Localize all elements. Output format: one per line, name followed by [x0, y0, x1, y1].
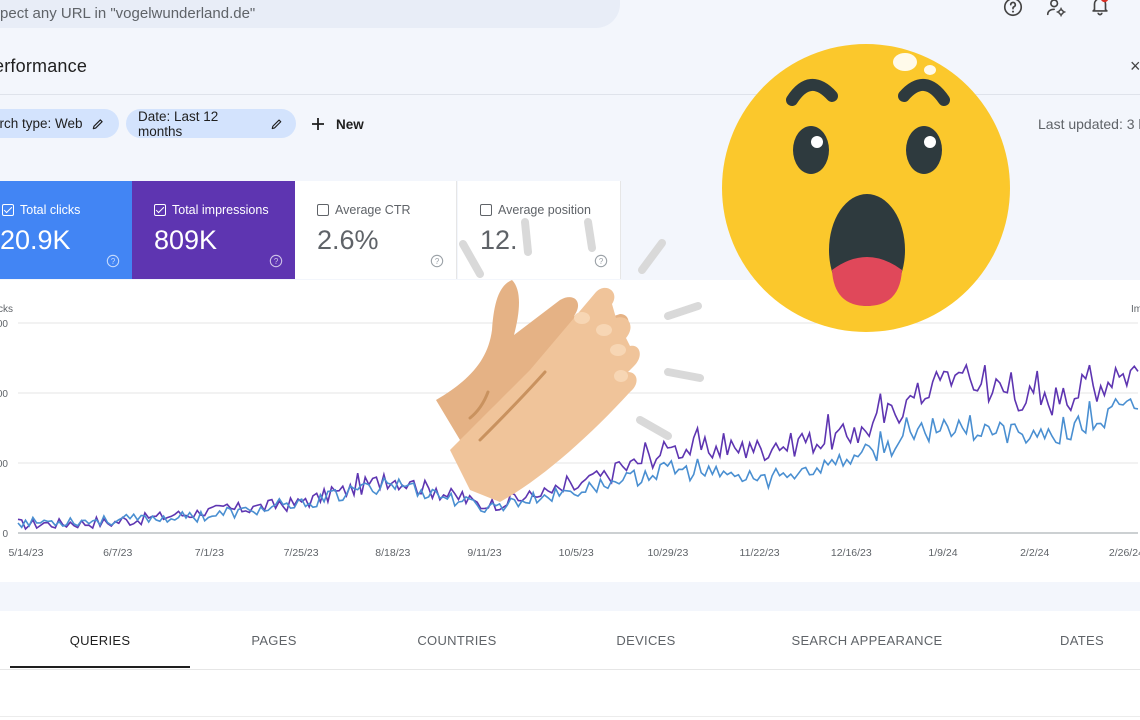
metric-value: 809K	[154, 225, 218, 255]
metric-label: Average position	[498, 203, 591, 217]
x-tick-label: 7/25/23	[284, 547, 319, 559]
tab-dates[interactable]: DATES	[1060, 633, 1104, 648]
page-title: erformance	[0, 56, 88, 76]
tab-countries[interactable]: COUNTRIES	[417, 633, 497, 648]
x-tick-label: 8/18/23	[375, 547, 410, 559]
last-updated-text: Last updated: 3 h	[1038, 116, 1140, 132]
top-bar: ‹ Inspect any URL in "vogelwunderland.de…	[0, 0, 1140, 40]
x-tick-label: 11/22/23	[740, 547, 780, 559]
help-circle-icon[interactable]: ?	[106, 254, 120, 268]
new-filter-label: New	[336, 116, 364, 132]
help-circle-icon[interactable]: ?	[430, 254, 444, 268]
help-circle-icon[interactable]	[1002, 0, 1024, 18]
new-filter-button[interactable]: New	[310, 113, 364, 135]
tabs-divider	[0, 669, 1140, 670]
svg-text:?: ?	[111, 257, 116, 266]
date-chip[interactable]: Date: Last 12 months	[126, 108, 296, 139]
x-tick-label: 5/14/23	[8, 547, 43, 559]
checkbox-checked-icon[interactable]	[2, 204, 14, 216]
right-axis-title: Im	[1131, 304, 1140, 315]
metric-label: Total impressions	[172, 203, 269, 217]
search-input[interactable]: Inspect any URL in "vogelwunderland.de"	[0, 5, 256, 22]
metric-card-total-impressions[interactable]: Total impressions 809K ?	[132, 181, 295, 279]
table-divider	[0, 716, 1140, 717]
metric-card-average-ctr[interactable]: Average CTR 2.6% ?	[295, 181, 457, 279]
x-tick-label: 10/29/23	[647, 547, 688, 559]
help-circle-icon[interactable]: ?	[269, 254, 283, 268]
y-tick-label: 00	[0, 319, 8, 330]
tab-devices[interactable]: DEVICES	[616, 633, 676, 648]
left-axis-title: cks	[0, 304, 13, 315]
svg-text:?: ?	[599, 257, 604, 266]
metric-label: Average CTR	[335, 203, 411, 217]
x-tick-label: 2/26/24	[1109, 547, 1140, 559]
search-type-chip[interactable]: arch type: Web	[0, 109, 119, 138]
url-inspect-search[interactable]: ‹ Inspect any URL in "vogelwunderland.de…	[0, 0, 620, 28]
plus-icon	[312, 118, 324, 130]
date-chip-label: Date: Last 12 months	[138, 108, 219, 139]
pencil-icon	[272, 118, 282, 129]
performance-chart-panel: cks Im 0000000 5/14/236/7/237/1/237/25/2…	[0, 280, 1140, 582]
x-tick-label: 1/9/24	[928, 547, 957, 559]
metric-label: Total clicks	[20, 203, 81, 217]
search-type-chip-label: arch type: Web	[0, 116, 83, 131]
y-tick-label: 0	[2, 529, 8, 540]
help-circle-icon[interactable]: ?	[594, 254, 608, 268]
tab-pages[interactable]: PAGES	[251, 633, 297, 648]
x-tick-label: 12/16/23	[831, 547, 872, 559]
performance-line-chart: cks Im 0000000 5/14/236/7/237/1/237/25/2…	[0, 304, 1140, 559]
y-tick-label: 00	[0, 459, 8, 470]
x-tick-label: 7/1/23	[195, 547, 224, 559]
tab-queries[interactable]: QUERIES	[69, 633, 131, 648]
active-tab-indicator	[10, 666, 190, 668]
x-tick-label: 10/5/23	[559, 547, 594, 559]
checkbox-unchecked-icon[interactable]	[317, 204, 329, 216]
pencil-icon	[92, 118, 103, 129]
close-icon[interactable]: ×	[1130, 56, 1140, 76]
dimension-tabs: QUERIES PAGES COUNTRIES DEVICES SEARCH A…	[0, 611, 1140, 720]
svg-text:?: ?	[435, 257, 440, 266]
metric-card-average-position[interactable]: Average position 12. ?	[458, 181, 621, 279]
person-settings-icon[interactable]	[1045, 0, 1067, 18]
x-tick-label: 9/11/23	[467, 547, 501, 559]
checkbox-checked-icon[interactable]	[154, 204, 166, 216]
metric-card-total-clicks[interactable]: Total clicks 20.9K ?	[0, 181, 132, 279]
metric-value: 12.	[480, 225, 518, 255]
impressions-line	[17, 362, 1139, 531]
header-divider	[0, 94, 1140, 95]
bell-icon[interactable]	[1089, 0, 1111, 16]
x-tick-label: 6/7/23	[103, 547, 132, 559]
metric-value: 20.9K	[0, 225, 71, 255]
metric-value: 2.6%	[317, 225, 379, 255]
checkbox-unchecked-icon[interactable]	[480, 204, 492, 216]
tab-search-appearance[interactable]: SEARCH APPEARANCE	[791, 633, 943, 648]
x-tick-label: 2/2/24	[1020, 547, 1049, 559]
svg-text:?: ?	[274, 257, 279, 266]
y-tick-label: 00	[0, 389, 8, 400]
